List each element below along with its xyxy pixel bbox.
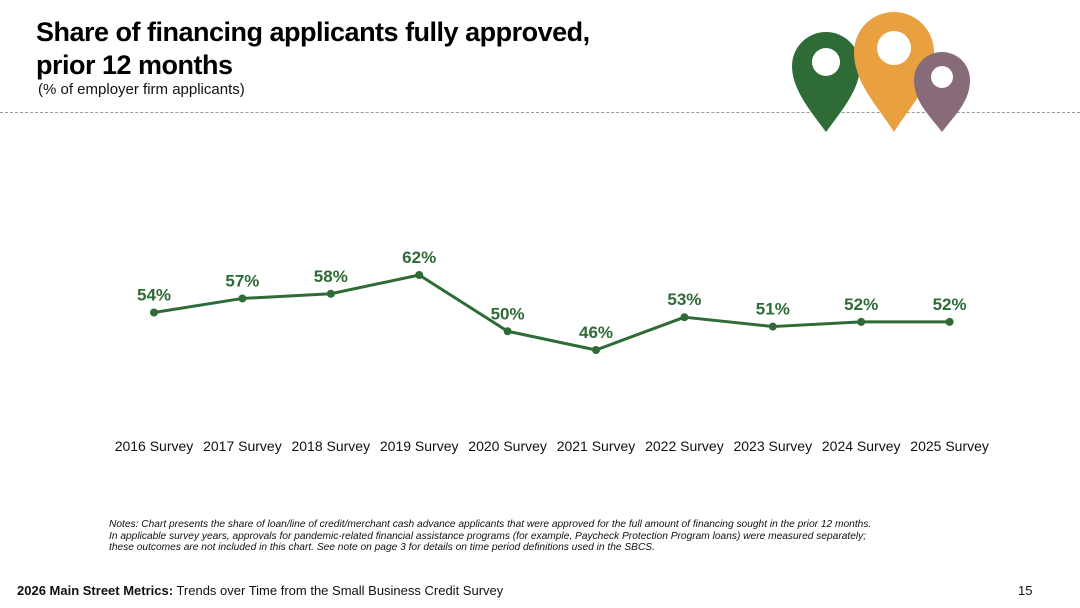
data-label: 46%: [579, 323, 613, 342]
data-point: [592, 346, 600, 354]
x-tick-label: 2016 Survey: [115, 438, 194, 454]
header-divider: [0, 112, 1080, 113]
data-label: 57%: [225, 271, 259, 290]
data-label: 50%: [491, 304, 525, 323]
data-label: 51%: [756, 300, 790, 319]
notes-line-2: In applicable survey years, approvals fo…: [109, 530, 867, 542]
x-tick-label: 2025 Survey: [910, 438, 989, 454]
data-point: [857, 317, 866, 326]
x-tick-label: 2018 Survey: [291, 438, 370, 454]
data-point: [768, 322, 777, 331]
title-line-2: prior 12 months: [36, 50, 233, 80]
page-number: 15: [1018, 583, 1033, 598]
x-tick-label: 2022 Survey: [645, 438, 724, 454]
footer-text: Trends over Time from the Small Business…: [173, 583, 504, 598]
data-point: [503, 327, 512, 336]
data-point: [150, 308, 158, 317]
x-tick-label: 2019 Survey: [380, 438, 459, 454]
data-point: [415, 271, 424, 279]
notes-line-3: these outcomes are not included in this …: [109, 542, 655, 553]
x-tick-label: 2021 Survey: [557, 438, 636, 454]
footer: 2026 Main Street Metrics: Trends over Ti…: [17, 583, 503, 598]
x-tick-label: 2024 Survey: [822, 438, 901, 454]
series-line: [153, 273, 950, 352]
data-label: 52%: [933, 295, 967, 314]
mauve-pin-icon: [914, 52, 970, 132]
title-line-1: Share of financing applicants fully appr…: [36, 17, 590, 47]
footer-bold: 2026 Main Street Metrics:: [17, 583, 174, 598]
green-pin-icon: [792, 32, 860, 132]
data-label: 54%: [137, 286, 171, 305]
x-tick-label: 2017 Survey: [203, 438, 282, 454]
notes-line-1: Notes: Chart presents the share of loan/…: [109, 519, 872, 530]
orange-pin-icon: [854, 12, 934, 132]
data-label: 58%: [314, 267, 348, 286]
page-title: Share of financing applicants fully appr…: [36, 16, 716, 82]
x-tick-label: 2020 Survey: [468, 438, 547, 454]
data-label: 52%: [844, 295, 878, 314]
chart-notes: Notes: Chart presents the share of loan/…: [109, 519, 979, 554]
map-pins-logo: [792, 12, 970, 132]
data-label: 53%: [667, 290, 701, 309]
data-point: [945, 317, 954, 326]
data-point: [238, 294, 247, 303]
page-subtitle: (% of employer firm applicants): [38, 81, 245, 98]
x-tick-label: 2023 Survey: [733, 438, 812, 454]
data-point: [326, 289, 335, 298]
data-label: 62%: [402, 248, 436, 267]
data-point: [680, 313, 689, 322]
